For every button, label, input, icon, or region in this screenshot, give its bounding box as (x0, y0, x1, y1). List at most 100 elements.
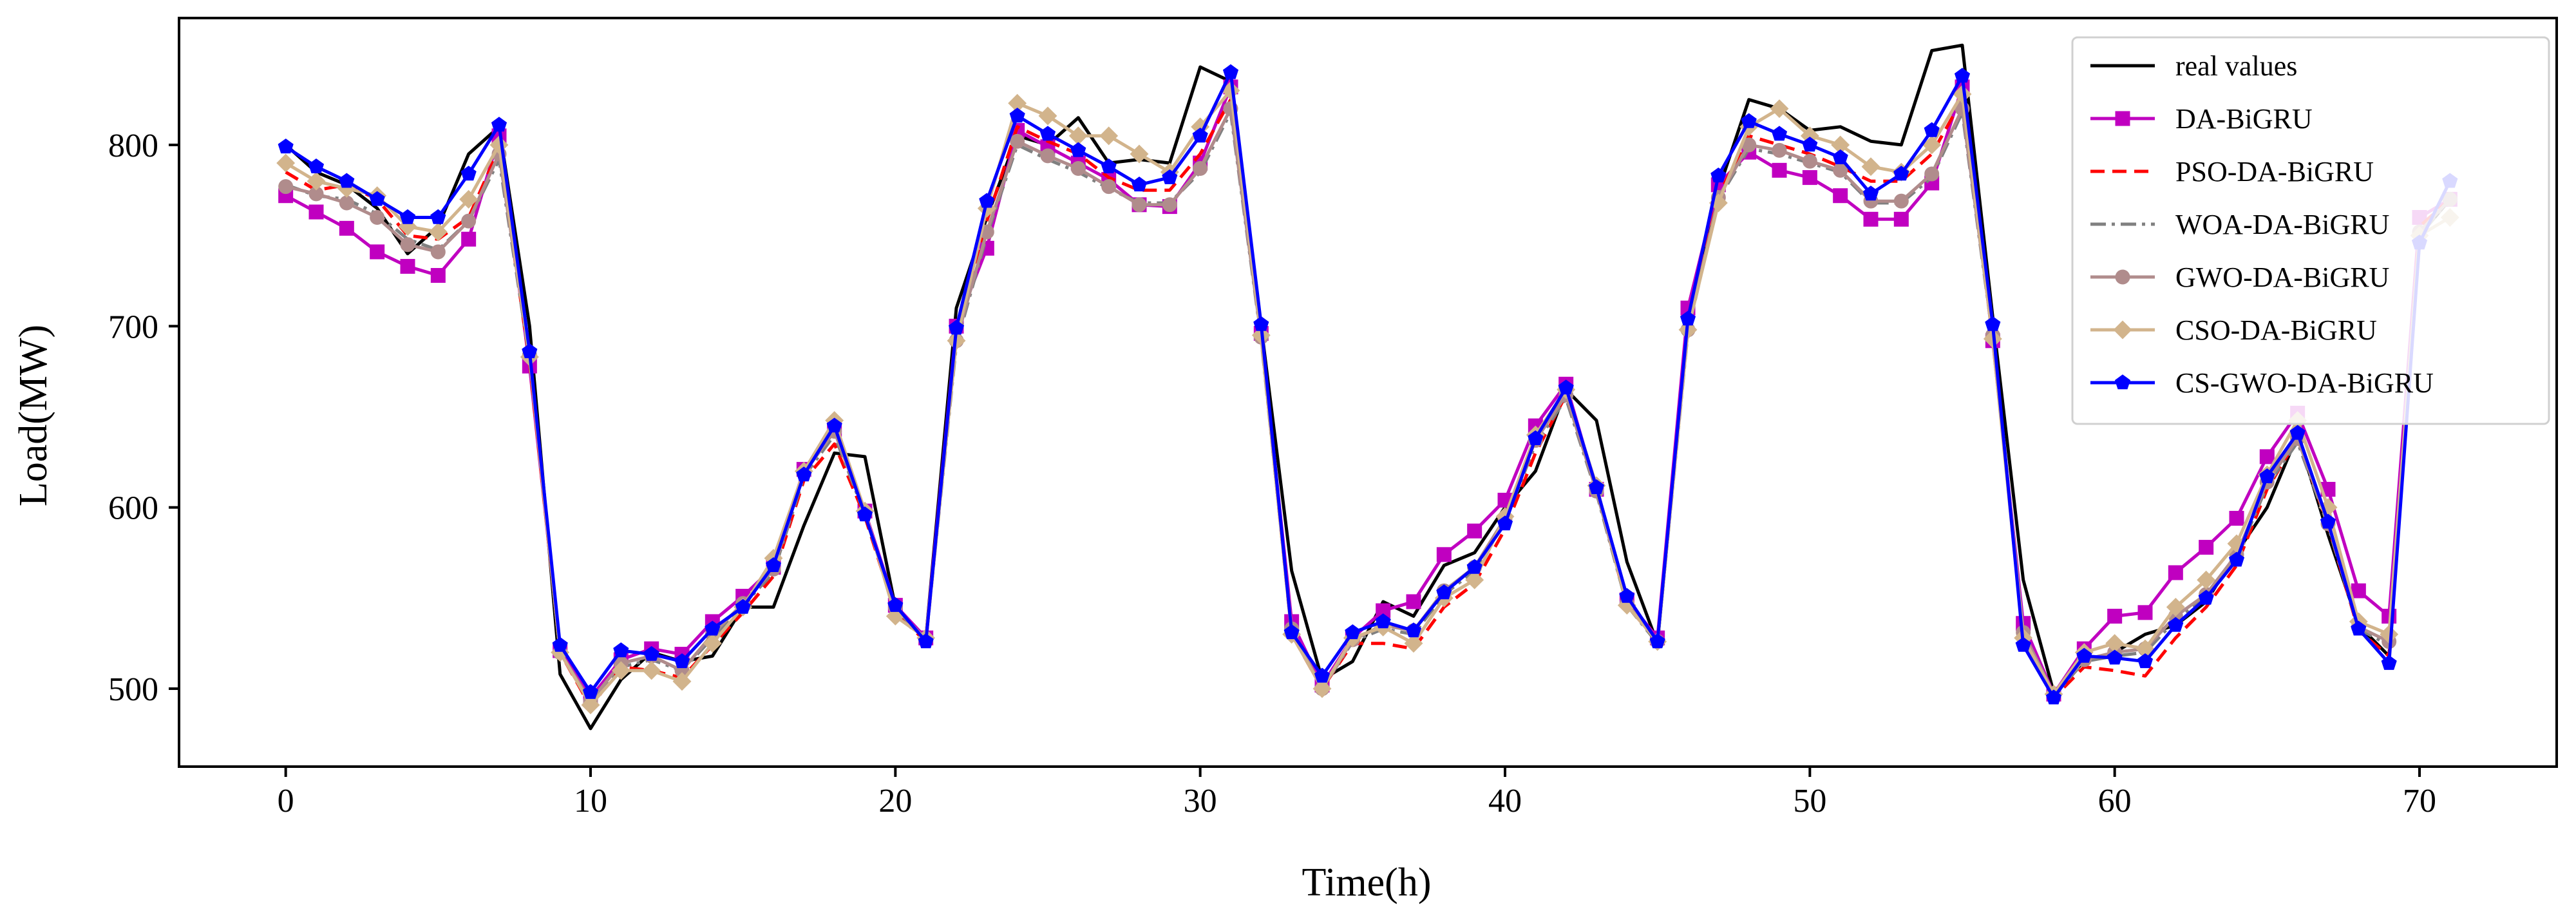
data-point (460, 166, 477, 181)
data-point (1802, 153, 1817, 169)
legend-entry: real values (2090, 50, 2297, 82)
data-point (1802, 170, 1817, 186)
plot-frame (178, 17, 2558, 768)
data-point (1283, 624, 1300, 640)
data-point (2107, 649, 2123, 665)
data-point (1922, 135, 1942, 155)
data-point (1953, 84, 1972, 104)
data-point (491, 117, 507, 132)
data-point (2045, 689, 2062, 705)
data-point (399, 209, 416, 224)
x-tick-label: 50 (1793, 783, 1826, 819)
data-point (430, 209, 446, 224)
data-point (1436, 547, 1452, 562)
data-point (339, 195, 354, 211)
data-point (1649, 633, 1665, 649)
data-point (1771, 126, 1788, 141)
data-point (2166, 597, 2185, 617)
data-point (1741, 113, 1757, 128)
data-point (674, 653, 690, 669)
data-point (1131, 177, 1148, 192)
data-point (400, 237, 415, 253)
data-point (2137, 605, 2153, 620)
data-point (857, 506, 873, 522)
data-point (1528, 430, 1544, 445)
legend-marker (2115, 111, 2130, 126)
data-point (2381, 655, 2397, 670)
series-line (285, 98, 2451, 709)
data-point (522, 343, 538, 358)
x-axis-label: Time(h) (1302, 861, 1432, 904)
data-point (613, 642, 629, 658)
data-point (826, 417, 842, 433)
x-tick-label: 70 (2403, 783, 2436, 819)
data-point (887, 597, 904, 612)
data-point (400, 258, 415, 274)
data-point (1861, 157, 1880, 177)
y-tick-label: 800 (108, 128, 158, 164)
data-point (705, 620, 721, 636)
data-point (1833, 188, 1848, 204)
data-point (2228, 551, 2245, 567)
data-point (278, 179, 294, 195)
x-tick-label: 60 (2098, 783, 2132, 819)
data-point (1130, 144, 1149, 164)
legend-marker (2115, 269, 2130, 285)
data-point (552, 636, 568, 652)
legend-marker (2113, 320, 2132, 339)
data-point (1312, 679, 1332, 698)
data-point (461, 231, 477, 247)
data-point (2137, 653, 2154, 669)
data-point (1497, 515, 1513, 531)
data-point (703, 634, 722, 653)
data-point (1680, 311, 1696, 326)
data-point (1863, 211, 1879, 227)
data-point (1436, 584, 1452, 600)
data-point (1314, 667, 1331, 683)
data-point (1040, 148, 1056, 164)
data-point (1893, 166, 1909, 181)
legend-label: DA-BiGRU (2175, 103, 2313, 135)
x-tick-label: 40 (1488, 783, 1522, 819)
data-point (1405, 622, 1422, 638)
x-tick-label: 10 (574, 783, 607, 819)
legend-entry: CS-GWO-DA-BiGRU (2090, 367, 2434, 399)
data-point (2259, 449, 2275, 464)
data-point (2289, 425, 2306, 440)
data-point (430, 268, 446, 283)
data-point (428, 222, 448, 242)
data-point (1404, 634, 1423, 653)
data-point (948, 320, 965, 335)
data-point (1070, 142, 1086, 157)
legend-entry: WOA-DA-BiGRU (2090, 209, 2389, 240)
data-point (1406, 594, 1421, 609)
data-point (2351, 620, 2367, 636)
data-point (1375, 613, 1391, 629)
data-point (1070, 161, 1086, 177)
legend-label: PSO-DA-BiGRU (2175, 156, 2374, 187)
data-point (581, 695, 600, 714)
x-tick-label: 30 (1184, 783, 1217, 819)
legend-label: CSO-DA-BiGRU (2175, 314, 2377, 346)
data-point (979, 193, 995, 208)
y-axis-label: Load(MW) (12, 325, 55, 506)
data-point (307, 171, 326, 191)
data-point (643, 645, 659, 661)
y-tick-label: 700 (108, 309, 158, 345)
data-point (1832, 149, 1848, 164)
data-point (1192, 128, 1208, 143)
data-point (308, 204, 324, 220)
data-point (1710, 167, 1727, 183)
data-point (1893, 211, 1909, 227)
data-point (1954, 68, 1971, 83)
data-point (1193, 161, 1208, 177)
data-point (2351, 583, 2366, 598)
legend-entry: DA-BiGRU (2090, 103, 2313, 135)
data-point (1466, 559, 1482, 574)
data-point (461, 213, 477, 229)
legend-entry: PSO-DA-BiGRU (2090, 156, 2374, 187)
data-point (2198, 589, 2214, 605)
data-point (369, 191, 385, 206)
legend-label: GWO-DA-BiGRU (2175, 262, 2389, 293)
